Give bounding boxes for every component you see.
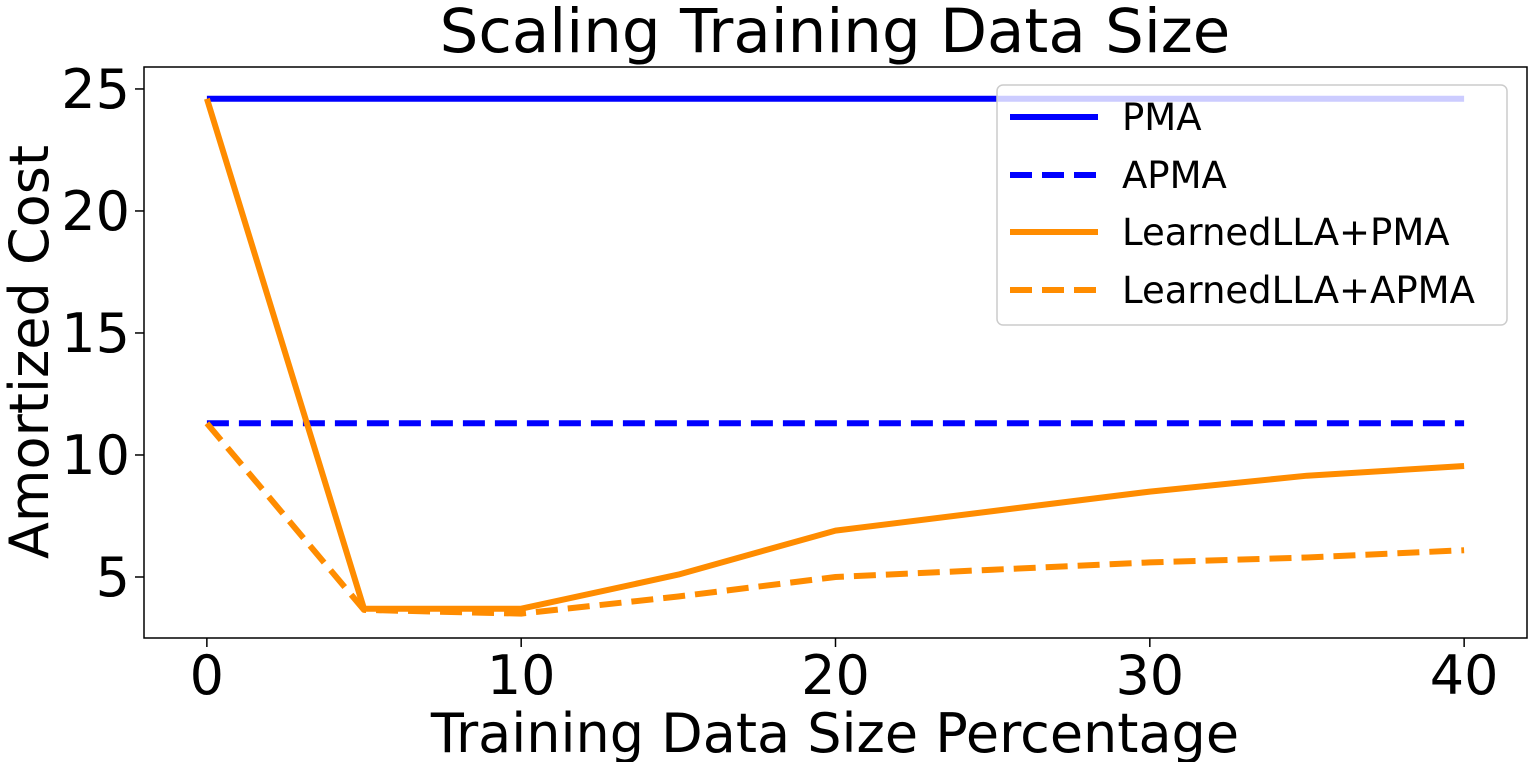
y-axis-label: Amortized Cost (0, 145, 61, 559)
series-line-learnedlla-apma (204, 421, 1465, 617)
y-tick-label: 20 (61, 180, 130, 243)
x-tick-label: 20 (801, 644, 870, 707)
legend-label-apma: APMA (1122, 154, 1227, 197)
legend-box (996, 84, 1508, 326)
y-tick-label: 10 (61, 424, 130, 487)
y-tick-label: 25 (61, 58, 130, 121)
ticks-layer: 0 10 20 30 40 5 10 15 20 25 (61, 58, 1498, 707)
y-tick-label: 5 (96, 546, 130, 609)
x-tick-label: 10 (487, 644, 556, 707)
x-tick-label: 40 (1430, 644, 1499, 707)
legend-label-learnedlla-pma: LearnedLLA+PMA (1122, 211, 1450, 254)
x-axis-label: Training Data Size Percentage (430, 702, 1239, 762)
x-tick-label: 30 (1115, 644, 1184, 707)
legend-label-pma: PMA (1122, 96, 1202, 139)
y-tick-label: 15 (61, 302, 130, 365)
x-tick-label: 0 (190, 644, 224, 707)
legend: PMA APMA LearnedLLA+PMA LearnedLLA+APMA (996, 84, 1508, 326)
legend-items: PMA APMA LearnedLLA+PMA LearnedLLA+APMA (1010, 96, 1475, 312)
chart-title: Scaling Training Data Size (440, 0, 1231, 67)
legend-label-learnedlla-apma: LearnedLLA+APMA (1122, 269, 1475, 312)
